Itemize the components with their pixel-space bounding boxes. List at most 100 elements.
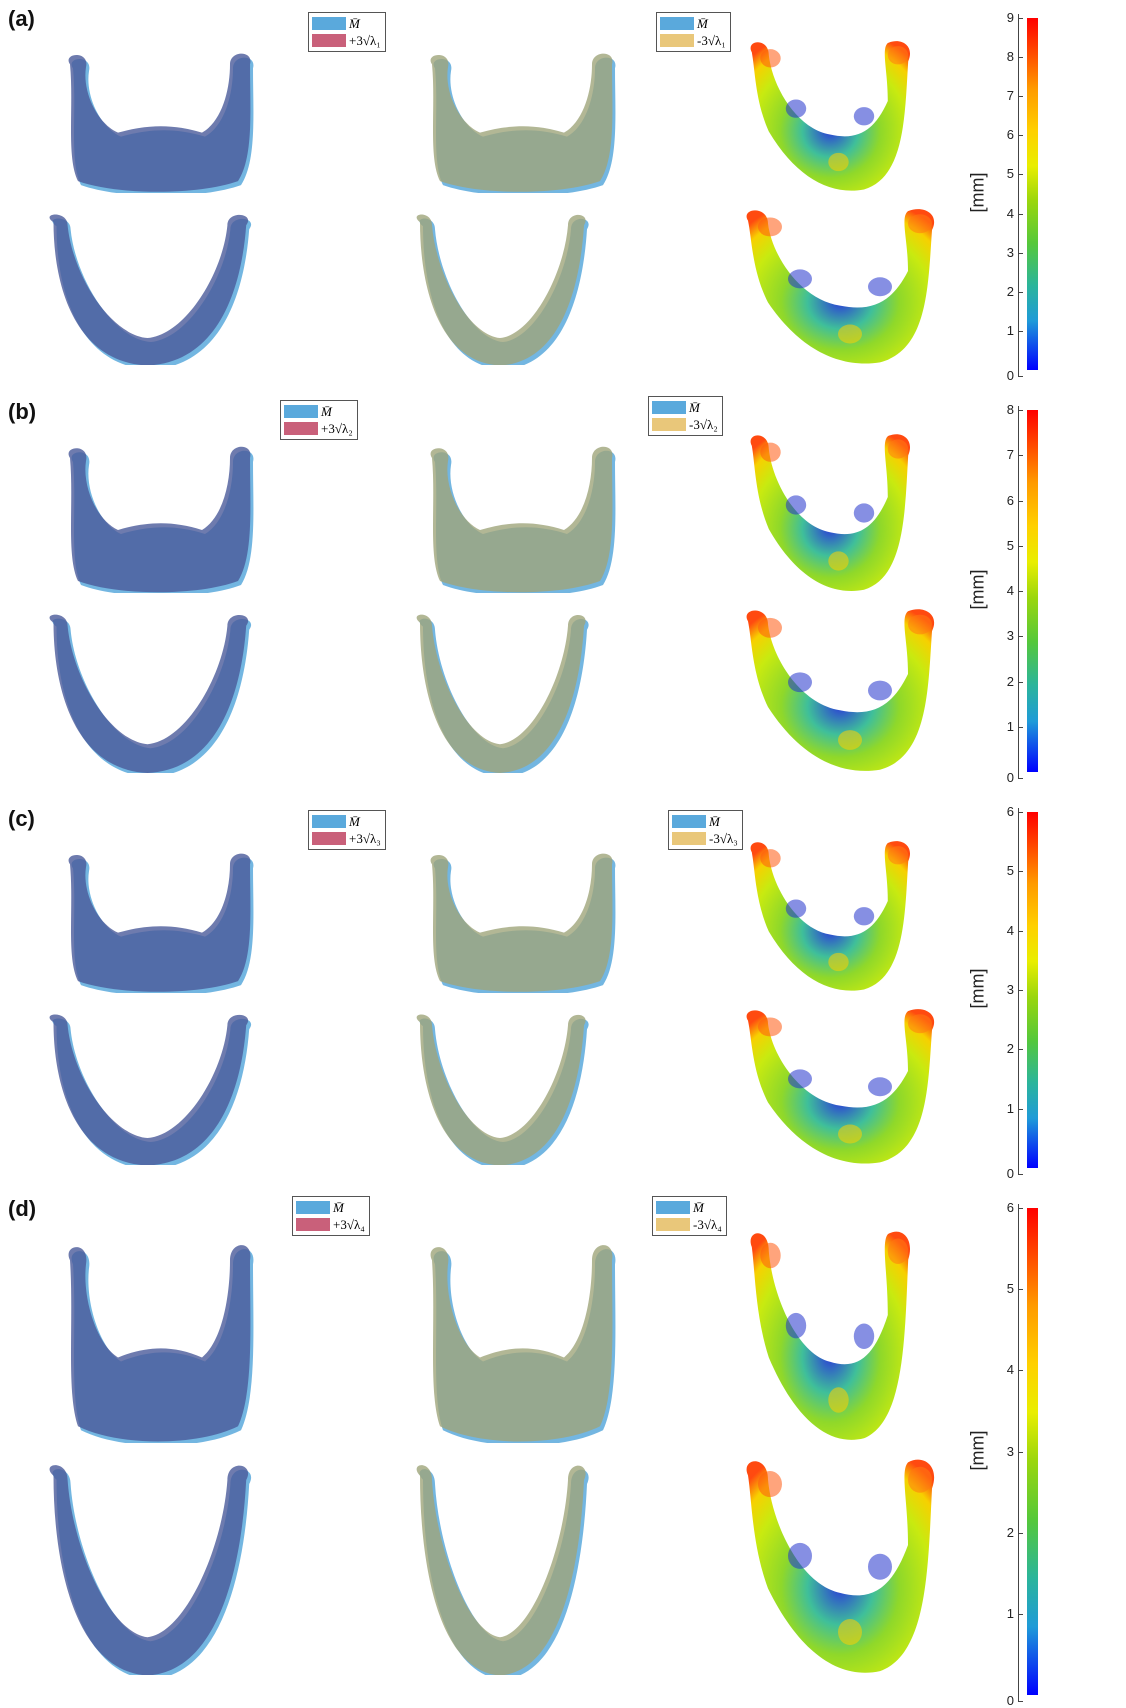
colorbar-tick (1018, 330, 1023, 332)
colorbar-tick (1018, 174, 1023, 176)
colorbar-tick-label: 1 (1006, 1605, 1014, 1621)
colorbar-axis (1018, 808, 1019, 1174)
colorbar-tick (1018, 1701, 1023, 1702)
colorbar-tick-label: 4 (1006, 205, 1014, 221)
legend-mean-label: M̄ (349, 813, 360, 829)
legend-mode-label: +3√λ₄ (333, 1216, 365, 1232)
colorbar-tick-label: 1 (1006, 322, 1014, 338)
colorbar-tick-label: 5 (1006, 537, 1014, 553)
legend-mode-label: -3√λ₄ (693, 1216, 722, 1232)
colorbar-unit: [mm] (967, 968, 988, 1009)
colorbar-tick (1018, 812, 1023, 813)
colorbar-tick (1018, 1208, 1023, 1209)
colorbar-tick-label: 9 (1006, 10, 1014, 25)
positive-swatch (284, 422, 318, 435)
colorbar-tick-label: 3 (1006, 1443, 1014, 1459)
negative-swatch (672, 832, 706, 845)
legend-mean-label: M̄ (693, 1199, 704, 1215)
colorbar-tick-label: 7 (1006, 447, 1014, 463)
mandible-heatmap-bottom (746, 208, 935, 364)
colorbar-tick (1018, 252, 1023, 254)
colorbar-tick (1018, 376, 1023, 377)
colorbar-tick (1018, 1049, 1023, 1051)
positive-swatch (296, 1218, 330, 1231)
mandible-heatmap-bottom (746, 1459, 935, 1673)
negative-swatch (656, 1218, 690, 1231)
mandible-positive-bottom (49, 1464, 252, 1675)
legend-mode-label: -3√λ₂ (689, 416, 718, 432)
legend-mode-label: +3√λ₁ (349, 32, 381, 48)
mean-swatch (284, 405, 318, 418)
mean-swatch (296, 1201, 330, 1214)
legend-mode-label: +3√λ₃ (349, 830, 381, 846)
colorbar-tick (1018, 1370, 1023, 1372)
colorbar-tick-label: 6 (1006, 804, 1014, 819)
panel-a: (a) (0, 0, 1126, 385)
colorbar-tick (1018, 545, 1023, 547)
negative-swatch (660, 34, 694, 47)
mandible-positive-bottom (49, 214, 252, 365)
colorbar-tick (1018, 135, 1023, 137)
legend-mean-label: M̄ (689, 399, 700, 415)
mandible-negative-bottom (416, 214, 589, 365)
colorbar-tick-label: 5 (1006, 166, 1014, 182)
colorbar-gradient (1027, 812, 1038, 1168)
colorbar-tick-label: 7 (1006, 88, 1014, 104)
mandible-positive-bottom (49, 614, 252, 773)
colorbar-tick (1018, 990, 1023, 991)
legend-mean-label: M̄ (349, 15, 360, 31)
colorbar-axis (1018, 1204, 1019, 1701)
panel-label: (b) (8, 399, 37, 424)
colorbar-tick (1018, 57, 1023, 59)
legend-mean-label: M̄ (709, 813, 720, 829)
colorbar-tick (1018, 726, 1023, 728)
legend-mean-label: M̄ (321, 403, 332, 419)
colorbar-tick (1018, 1108, 1023, 1110)
colorbar-tick (1018, 778, 1023, 779)
colorbar-tick-label: 6 (1006, 127, 1014, 143)
colorbar-tick-label: 0 (1006, 1166, 1014, 1181)
legend-mean-label: M̄ (333, 1199, 344, 1215)
legend-positive: M̄ +3√λ₄ (292, 1196, 370, 1236)
legend-mode-label: -3√λ₁ (697, 32, 726, 48)
positive-swatch (312, 34, 346, 47)
legend-negative: M̄ -3√λ₄ (652, 1196, 727, 1236)
mean-swatch (672, 815, 706, 828)
mean-swatch (660, 17, 694, 30)
colorbar-tick (1018, 1289, 1023, 1291)
colorbar-tick (1018, 681, 1023, 683)
colorbar-tick-label: 0 (1006, 1693, 1014, 1708)
colorbar-tick (1018, 291, 1023, 293)
colorbar-tick-label: 6 (1006, 492, 1014, 508)
colorbar-axis (1018, 406, 1019, 778)
colorbar-tick (1018, 1613, 1023, 1615)
colorbar-tick-label: 8 (1006, 402, 1014, 417)
colorbar-tick-label: 6 (1006, 1200, 1014, 1215)
legend-negative: M̄ -3√λ₁ (656, 12, 731, 52)
colorbar-tick (1018, 1532, 1023, 1534)
legend-positive: M̄ +3√λ₃ (308, 810, 386, 850)
legend-positive: M̄ +3√λ₂ (280, 400, 358, 440)
colorbar-tick-label: 5 (1006, 1281, 1014, 1297)
legend-negative: M̄ -3√λ₃ (668, 810, 743, 850)
mandible-negative-front (430, 1245, 616, 1443)
colorbar-tick (1018, 871, 1023, 873)
mandible-negative-bottom (416, 1464, 589, 1675)
legend-mean-label: M̄ (697, 15, 708, 31)
negative-swatch (652, 418, 686, 431)
colorbar-tick (1018, 500, 1023, 502)
mandible-heatmap-bottom (746, 609, 935, 771)
panel-label: (c) (8, 806, 35, 831)
mandible-negative-front (430, 446, 616, 593)
panel-label: (a) (8, 6, 35, 31)
panel-c: (c) (0, 800, 1126, 1185)
colorbar-gradient (1027, 410, 1038, 772)
mandible-positive-bottom (49, 1014, 252, 1165)
colorbar-gradient (1027, 1208, 1038, 1695)
colorbar-tick-label: 3 (1006, 244, 1014, 260)
colorbar-tick-label: 0 (1006, 368, 1014, 383)
colorbar-tick (1018, 213, 1023, 215)
mandible-heatmap-top (750, 41, 911, 191)
mean-swatch (312, 17, 346, 30)
colorbar-tick-label: 4 (1006, 1362, 1014, 1378)
